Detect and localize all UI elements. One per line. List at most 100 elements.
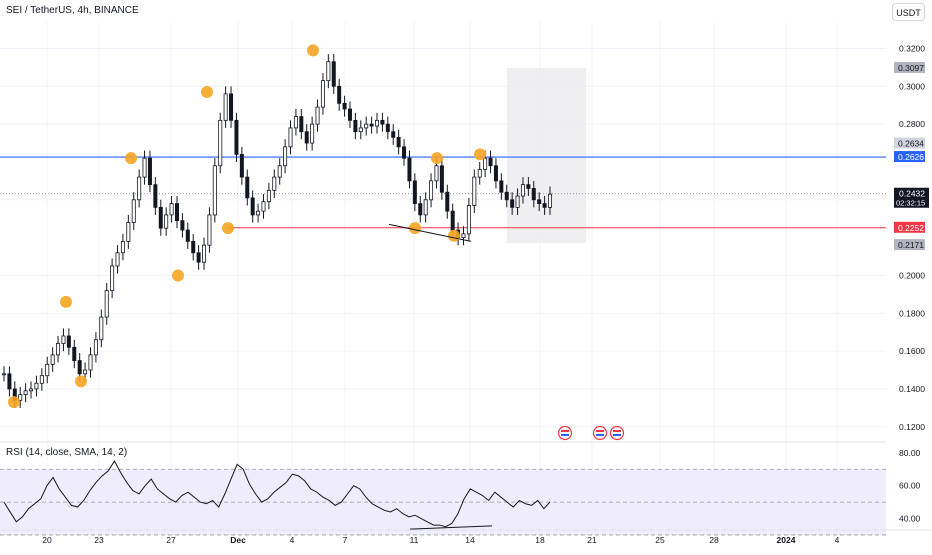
candle-body: [385, 123, 390, 133]
candle-body: [369, 123, 374, 127]
resistance-price-tag-bg: [894, 151, 925, 163]
stop-price-tag: 0.2171: [898, 240, 924, 250]
candle-body: [364, 123, 369, 129]
candle-body: [326, 61, 331, 82]
flag-stripe: [561, 434, 569, 436]
candle-body: [499, 180, 504, 193]
pivot-marker: [222, 222, 234, 235]
event-flag-icon: [557, 425, 573, 441]
candle-body: [196, 252, 201, 263]
candle-body: [283, 146, 288, 167]
candle-body: [207, 214, 212, 246]
last-price-tag-bg: [894, 187, 929, 208]
candle-body: [23, 390, 28, 396]
candle-body: [66, 335, 71, 348]
pivot-marker: [474, 148, 486, 161]
candle-body: [396, 136, 401, 148]
time-axis-label: 4: [290, 535, 295, 545]
candle-body: [45, 363, 50, 377]
candle-body: [256, 210, 261, 216]
grid-lines: [0, 22, 886, 530]
pivot-marker: [448, 229, 460, 242]
price-trendline: [388, 223, 472, 242]
price-tick-label: 0.3200: [899, 43, 925, 53]
candle-body: [153, 184, 158, 208]
candle-body: [299, 116, 304, 133]
pivot-marker: [409, 222, 421, 235]
time-axis-label: 14: [465, 535, 475, 545]
candle-body: [429, 180, 434, 201]
price-axis-bg: [886, 22, 932, 530]
candle-body: [174, 203, 179, 221]
time-axis-label: 27: [166, 535, 176, 545]
candle-body: [526, 184, 531, 189]
pivot-marker: [125, 152, 137, 165]
candle-body: [158, 206, 163, 229]
candle-body: [202, 244, 207, 263]
candle-body: [34, 382, 39, 390]
stop-price-tag-bg: [894, 239, 925, 251]
candle-body: [461, 233, 466, 239]
pivot-marker: [201, 85, 213, 98]
candle-body: [250, 197, 255, 216]
candle-body: [83, 369, 88, 375]
candle-body: [510, 199, 515, 208]
rsi-axis-label: 60.00: [899, 481, 921, 491]
candle-body: [542, 203, 547, 208]
symbol-legend: SEI / TetherUS, 4h, BINANCE: [6, 5, 139, 16]
candle-body: [61, 335, 66, 344]
candle-body: [493, 165, 498, 182]
candle-body: [50, 354, 55, 365]
candle-body: [88, 354, 93, 371]
candle-body: [277, 165, 282, 178]
price-tick-label: 0.3000: [899, 81, 925, 91]
time-axis-label: Dec: [230, 535, 246, 545]
currency-button[interactable]: USDT: [892, 3, 925, 21]
flag-stripe: [596, 434, 604, 436]
projection-box: [507, 67, 586, 244]
resistance-upper-tag-bg: [894, 137, 925, 149]
time-axis-label: 20: [42, 535, 52, 545]
candle-body: [520, 184, 525, 197]
price-tick-label: 0.1400: [899, 384, 925, 394]
rsi-pane: [0, 460, 886, 536]
candle-body: [407, 157, 412, 182]
candle-body: [531, 188, 536, 201]
candle-body: [466, 205, 471, 235]
flag-stripe: [561, 430, 569, 432]
candle-body: [120, 241, 125, 254]
rsi-axis-label: 40.00: [899, 514, 921, 524]
candle-body: [104, 290, 109, 318]
candle-body: [223, 93, 228, 121]
candle-body: [164, 214, 169, 229]
support-price-tag-bg: [894, 221, 925, 233]
pivot-marker: [8, 396, 20, 409]
candle-body: [147, 157, 152, 186]
flag-stripe: [613, 430, 621, 432]
candle-body: [77, 360, 82, 375]
candle-body: [483, 157, 488, 170]
candle-body: [439, 165, 444, 193]
candle-body: [472, 176, 477, 206]
candle-body: [488, 157, 493, 167]
flag-stripe: [613, 434, 621, 436]
resistance-upper-tag: 0.2634: [898, 139, 924, 149]
candle-body: [142, 157, 147, 178]
candle-body: [548, 193, 553, 208]
candle-body: [126, 222, 131, 242]
candle-body: [293, 116, 298, 129]
candle-body: [504, 191, 509, 201]
event-flag-icon-ring: [557, 425, 573, 441]
price-tick-label: 0.2800: [899, 119, 925, 129]
candle-body: [56, 343, 61, 356]
candle-body: [29, 388, 34, 392]
price-tick-label: 0.2000: [899, 270, 925, 280]
candle-body: [93, 339, 98, 356]
candle-body: [434, 165, 439, 182]
pivot-marker: [172, 269, 184, 282]
price-tick-label: 0.1600: [899, 346, 925, 356]
candle-body: [272, 176, 277, 191]
pivot-marker: [431, 152, 443, 165]
